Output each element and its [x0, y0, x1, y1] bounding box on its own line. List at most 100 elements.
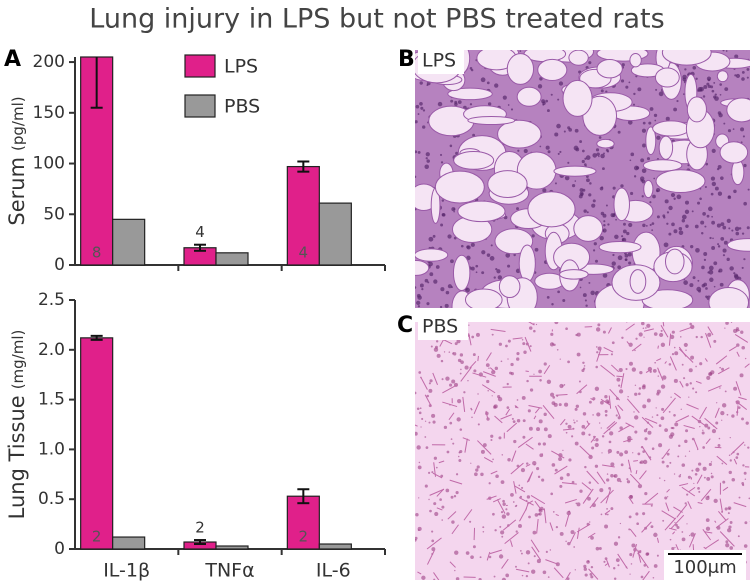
tissue-dot — [514, 505, 517, 508]
tissue-dot — [588, 281, 591, 284]
tissue-dot — [486, 417, 490, 421]
tissue-strand — [676, 504, 688, 518]
tissue-dot — [521, 395, 526, 400]
tissue-dot — [629, 553, 633, 557]
tissue-dot — [565, 327, 568, 331]
tissue-strand — [735, 381, 742, 396]
tissue-dot — [721, 367, 725, 371]
tissue-dot — [554, 468, 558, 472]
tissue-dot — [415, 536, 418, 540]
tissue-dot — [741, 345, 745, 350]
tissue-dot — [618, 368, 623, 373]
tissue-dot — [418, 411, 422, 415]
tissue-dot — [648, 121, 652, 125]
tissue-dot — [635, 337, 638, 340]
tissue-strand — [628, 496, 634, 505]
tissue-dot — [538, 419, 543, 424]
tissue-dot — [455, 151, 459, 155]
tissue-dot — [584, 465, 587, 469]
tissue-dot — [673, 346, 676, 349]
x-tick-label: IL-1β — [103, 560, 150, 582]
tissue-dot — [472, 353, 476, 357]
tissue-dot — [418, 371, 422, 374]
tissue-dot — [450, 99, 454, 103]
tissue-strand — [716, 455, 728, 466]
y-axis-title: Serum — [5, 157, 29, 226]
tissue-strand — [718, 510, 727, 521]
tissue-dot — [720, 176, 724, 180]
tissue-strand — [584, 422, 591, 430]
tissue-strand — [426, 550, 435, 565]
tissue-dot — [511, 417, 514, 420]
tissue-dot — [513, 439, 517, 444]
tissue-dot — [502, 502, 506, 506]
tissue-dot — [719, 387, 721, 389]
tissue-strand — [576, 523, 591, 533]
tissue-dot — [575, 404, 580, 408]
tissue-dot — [697, 89, 700, 92]
tissue-dot — [610, 353, 614, 356]
tissue-strand — [641, 521, 652, 533]
tissue-dot — [705, 162, 709, 166]
tissue-dot — [674, 422, 679, 427]
tissue-strand — [666, 488, 670, 493]
tissue-strand — [600, 398, 611, 406]
tissue-dot — [702, 466, 707, 471]
tissue-dot — [629, 159, 632, 162]
tissue-dot — [594, 442, 599, 448]
tissue-dot — [603, 152, 605, 155]
tissue-dot — [606, 473, 609, 475]
tissue-dot — [674, 351, 679, 356]
tissue-strand — [617, 553, 628, 569]
bar — [286, 165, 320, 266]
tissue-strand — [686, 403, 699, 410]
tissue-dot — [554, 132, 559, 137]
tissue-strand — [606, 421, 616, 429]
tissue-dot — [617, 564, 620, 567]
tissue-dot — [449, 383, 453, 387]
tissue-strand — [675, 415, 690, 423]
tissue-dot — [692, 276, 696, 280]
tissue-dot — [525, 462, 529, 465]
tissue-dot — [602, 167, 605, 171]
tissue-dot — [549, 549, 552, 551]
tissue-dot — [669, 538, 672, 541]
tissue-dot — [455, 491, 459, 495]
tissue-dot — [719, 93, 722, 96]
tissue-dot — [727, 129, 732, 133]
alveolus — [527, 191, 576, 228]
tissue-dot — [624, 450, 629, 455]
tissue-dot — [707, 84, 711, 88]
tissue-dot — [723, 122, 726, 125]
tissue-dot — [652, 194, 656, 199]
tissue-strand — [616, 375, 623, 378]
tissue-dot — [600, 186, 604, 189]
tissue-dot — [507, 104, 510, 106]
tissue-dot — [517, 149, 520, 152]
tissue-dot — [435, 466, 438, 469]
tissue-dot — [475, 264, 479, 268]
tissue-dot — [618, 384, 621, 387]
tissue-dot — [465, 551, 470, 555]
tissue-dot — [702, 212, 706, 216]
tissue-dot — [582, 293, 587, 298]
tissue-dot — [689, 382, 692, 385]
tissue-strand — [670, 514, 685, 530]
error-bar — [297, 488, 310, 505]
tissue-strand — [664, 361, 667, 364]
tissue-strand — [433, 572, 440, 580]
tissue-dot — [688, 450, 691, 452]
tissue-dot — [564, 175, 570, 181]
tissue-dot — [455, 577, 460, 580]
tissue-strand — [449, 561, 456, 568]
scale-bar-label: 100μm — [673, 557, 736, 578]
tissue-dot — [565, 431, 568, 434]
tissue-dot — [529, 388, 534, 392]
tissue-dot — [741, 232, 745, 235]
tissue-strand — [482, 371, 496, 377]
tissue-dot — [699, 197, 702, 201]
tissue-dot — [458, 459, 462, 462]
tissue-dot — [644, 437, 648, 441]
tissue-dot — [480, 472, 484, 477]
tissue-dot — [555, 526, 559, 529]
